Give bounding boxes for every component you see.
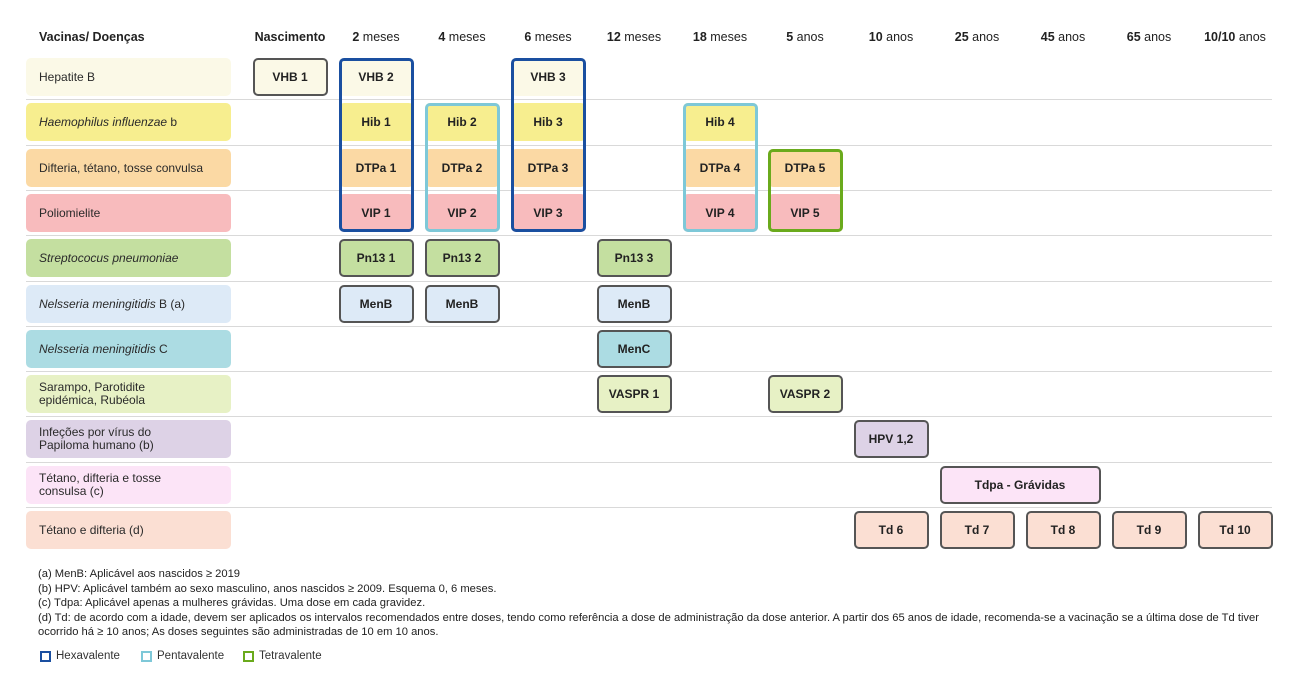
disease-label-menc: Nelsseria meningitidis C	[26, 330, 231, 368]
disease-label-hib: Haemophilus influenzae b	[26, 103, 231, 141]
dose-td-7: Td 6	[853, 511, 929, 549]
legend-item: Tetravalente	[243, 650, 322, 662]
disease-label-vip: Poliomielite	[26, 194, 231, 232]
dose-vip-2: VIP 2	[424, 194, 500, 232]
column-header: 25 anos	[954, 30, 1000, 44]
column-header: 5 anos	[786, 30, 824, 44]
row-divider	[26, 145, 1272, 146]
column-header: 2 meses	[352, 30, 400, 44]
column-header: 10/10 anos	[1204, 30, 1266, 44]
row-divider	[26, 416, 1272, 417]
column-header: 10 anos	[868, 30, 914, 44]
dose-vaspr-6: VASPR 2	[767, 375, 843, 413]
dose-dtpa-1: DTPa 1	[338, 149, 414, 187]
dose-pn-1: Pn13 1	[338, 239, 414, 277]
column-header: 45 anos	[1040, 30, 1086, 44]
dose-vaspr-4: VASPR 1	[596, 375, 672, 413]
dose-td-9: Td 8	[1025, 511, 1101, 549]
dose-menb-1: MenB	[338, 285, 414, 323]
dose-tdpa-8: Tdpa - Grávidas	[939, 466, 1101, 504]
dose-dtpa-6: DTPa 5	[767, 149, 843, 187]
disease-label-dtpa: Difteria, tétano, tosse convulsa	[26, 149, 231, 187]
row-divider	[26, 507, 1272, 508]
column-header: Nascimento	[254, 30, 326, 44]
dose-hib-1: Hib 1	[338, 103, 414, 141]
row-divider	[26, 235, 1272, 236]
dose-hib-3: Hib 3	[510, 103, 586, 141]
legend-swatch	[40, 650, 51, 662]
column-header: 6 meses	[524, 30, 572, 44]
dose-menc-4: MenC	[596, 330, 672, 368]
column-header: 12 meses	[606, 30, 662, 44]
row-divider	[26, 190, 1272, 191]
row-divider	[26, 371, 1272, 372]
disease-label-tdpa: Tétano, difteria e tosse consulsa (c)	[26, 466, 231, 504]
dose-vip-1: VIP 1	[338, 194, 414, 232]
column-header: 65 anos	[1126, 30, 1172, 44]
dose-hib-5: Hib 4	[682, 103, 758, 141]
row-divider	[26, 99, 1272, 100]
legend-swatch	[243, 650, 254, 662]
dose-td-10: Td 9	[1111, 511, 1187, 549]
column-header: 18 meses	[692, 30, 748, 44]
dose-vip-3: VIP 3	[510, 194, 586, 232]
dose-hpv-7: HPV 1,2	[853, 420, 929, 458]
dose-hib-2: Hib 2	[424, 103, 500, 141]
disease-label-menb: Nelsseria meningitidis B (a)	[26, 285, 231, 323]
dose-hepb-0: VHB 1	[252, 58, 328, 96]
diseases-column-header: Vacinas/ Doenças	[39, 30, 145, 44]
dose-vip-6: VIP 5	[767, 194, 843, 232]
disease-label-vaspr: Sarampo, Parotidite epidémica, Rubéola	[26, 375, 231, 413]
dose-pn-2: Pn13 2	[424, 239, 500, 277]
footnote-b: (b) HPV: Aplicável também ao sexo mascul…	[38, 582, 497, 595]
disease-label-pn: Streptococus pneumoniae	[26, 239, 231, 277]
dose-vip-5: VIP 4	[682, 194, 758, 232]
footnote-d: (d) Td: de acordo com a idade, devem ser…	[38, 611, 1259, 639]
dose-hepb-1: VHB 2	[338, 58, 414, 96]
footnote-c: (c) Tdpa: Aplicável apenas a mulheres gr…	[38, 597, 426, 609]
dose-pn-4: Pn13 3	[596, 239, 672, 277]
dose-hepb-3: VHB 3	[510, 58, 586, 96]
legend-item: Hexavalente	[40, 650, 120, 662]
column-header: 4 meses	[438, 30, 486, 44]
dose-td-8: Td 7	[939, 511, 1015, 549]
dose-menb-4: MenB	[596, 285, 672, 323]
disease-label-td: Tétano e difteria (d)	[26, 511, 231, 549]
dose-dtpa-5: DTPa 4	[682, 149, 758, 187]
legend-item: Pentavalente	[141, 650, 224, 662]
row-divider	[26, 326, 1272, 327]
legend-swatch	[141, 650, 152, 662]
footnotes: (a) MenB: Aplicável aos nascidos ≥ 2019 …	[38, 567, 1278, 640]
row-divider	[26, 462, 1272, 463]
dose-menb-2: MenB	[424, 285, 500, 323]
dose-dtpa-3: DTPa 3	[510, 149, 586, 187]
dose-dtpa-2: DTPa 2	[424, 149, 500, 187]
disease-label-hepb: Hepatite B	[26, 58, 231, 96]
disease-label-hpv: Infeções por vírus do Papiloma humano (b…	[26, 420, 231, 458]
footnote-a: (a) MenB: Aplicável aos nascidos ≥ 2019	[38, 568, 241, 580]
dose-td-11: Td 10	[1197, 511, 1273, 549]
row-divider	[26, 281, 1272, 282]
